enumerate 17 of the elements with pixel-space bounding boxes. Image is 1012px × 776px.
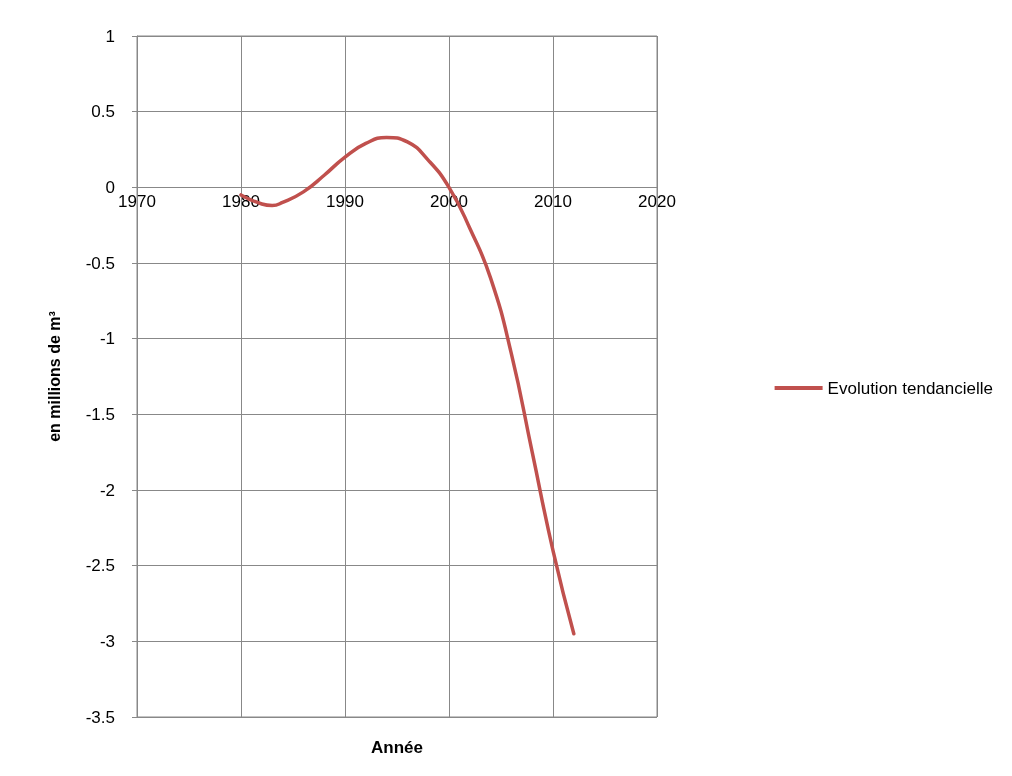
y-tick-label: 0.5 bbox=[91, 102, 115, 122]
y-tick-label: -2 bbox=[99, 480, 115, 500]
y-tick-label: 0 bbox=[105, 177, 115, 197]
y-tick-label: -2.5 bbox=[85, 556, 115, 576]
y-tick-label: -3.5 bbox=[85, 707, 115, 727]
y-tick-label: -0.5 bbox=[85, 253, 115, 273]
x-axis-title: Année bbox=[371, 738, 423, 757]
legend-label: Evolution tendancielle bbox=[827, 378, 994, 398]
x-tick-label: 2010 bbox=[534, 192, 572, 212]
y-tick-label: -1.5 bbox=[85, 404, 115, 424]
y-tick-label: -3 bbox=[99, 631, 115, 651]
y-tick-label: 1 bbox=[105, 26, 115, 46]
x-tick-label: 2020 bbox=[638, 192, 676, 212]
y-tick-label: -1 bbox=[99, 329, 115, 349]
x-tick-label: 1970 bbox=[118, 192, 156, 212]
y-axis-title: en millions de m³ bbox=[45, 311, 63, 442]
x-tick-label: 1990 bbox=[326, 192, 364, 212]
